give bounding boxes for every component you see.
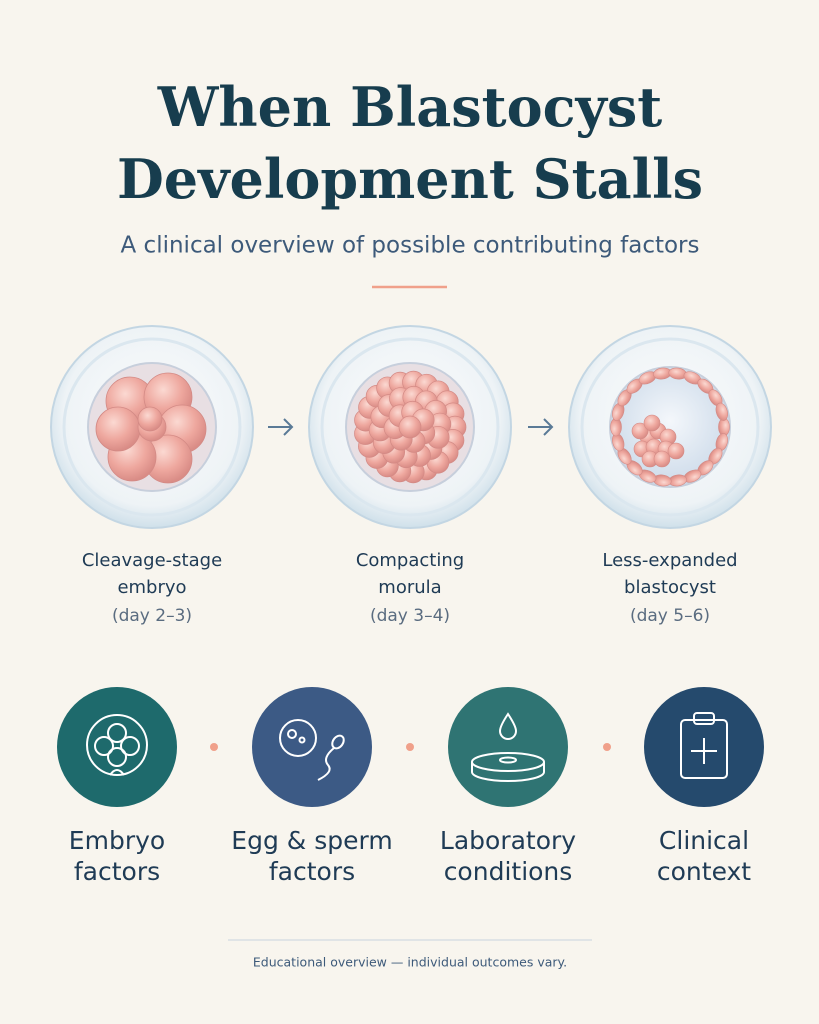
factor-label: Egg & sperm (231, 826, 392, 855)
clipboard-icon (680, 712, 728, 779)
stage-days: (day 3–4) (370, 606, 450, 626)
factor-label: Laboratory (440, 826, 576, 855)
stage-days: (day 2–3) (112, 606, 192, 626)
stage-days: (day 5–6) (630, 606, 710, 626)
factor-label: conditions (444, 857, 573, 886)
stage-label: embryo (117, 577, 186, 598)
cell (137, 406, 163, 432)
factor-icon (252, 687, 372, 807)
separator-dot (603, 743, 611, 751)
subtitle: A clinical overview of possible contribu… (121, 233, 700, 259)
gamete-icon (279, 719, 345, 781)
dish-rim (62, 337, 242, 517)
embryo-icon (86, 714, 148, 776)
arrow (528, 418, 554, 436)
dish-icon (471, 712, 545, 782)
factor-label: Embryo (69, 826, 165, 855)
factor-label: factors (74, 857, 160, 886)
separator-dot (210, 743, 218, 751)
title-line: Development Stalls (117, 147, 703, 211)
cell (398, 415, 422, 439)
title-line: When Blastocyst (157, 75, 662, 139)
dish-rim (320, 337, 500, 517)
factor-icon (448, 687, 568, 807)
factor-label: context (657, 857, 751, 886)
factor-label: factors (269, 857, 355, 886)
blastocoel (609, 366, 731, 488)
separator-dot (406, 743, 414, 751)
dish-rim (580, 337, 760, 517)
stage-label: morula (378, 577, 441, 598)
footer: Educational overview — individual outcom… (253, 955, 567, 970)
stages (50, 325, 772, 529)
arrow (268, 418, 294, 436)
inner-cell (631, 422, 649, 440)
inner-cell (667, 442, 685, 460)
stage-label: Cleavage-stage (82, 550, 222, 571)
stage-label: Compacting (356, 550, 464, 571)
factor-label: Clinical (659, 826, 749, 855)
stage-label: Less-expanded (602, 550, 737, 571)
inner-cell (653, 450, 671, 468)
cell (95, 406, 141, 452)
trophectoderm-cell (715, 402, 728, 421)
inner-cell (643, 414, 661, 432)
stage-label: blastocyst (624, 577, 716, 598)
